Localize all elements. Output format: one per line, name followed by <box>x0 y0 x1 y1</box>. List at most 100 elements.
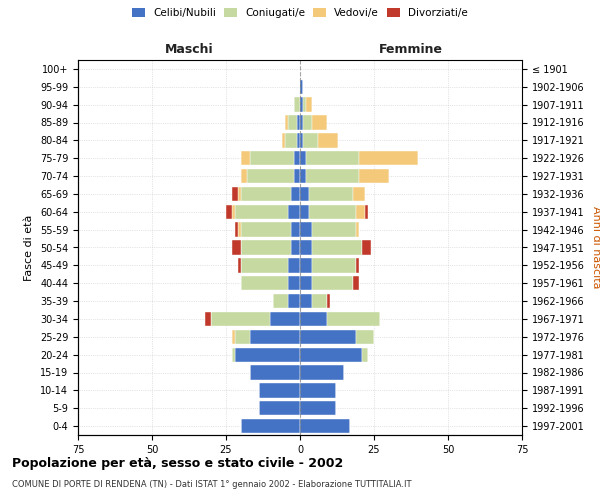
Bar <box>306 98 312 112</box>
Bar <box>300 383 335 398</box>
Bar <box>238 258 241 272</box>
Bar <box>241 222 291 237</box>
Bar <box>291 222 300 237</box>
Bar <box>312 116 326 130</box>
Bar <box>300 151 306 166</box>
Bar <box>288 116 297 130</box>
Bar <box>356 204 365 219</box>
Bar <box>232 204 235 219</box>
Bar <box>300 133 303 148</box>
Bar <box>288 204 300 219</box>
Bar <box>362 348 368 362</box>
Bar <box>306 169 359 183</box>
Bar <box>300 330 356 344</box>
Bar <box>274 294 288 308</box>
Bar <box>238 187 241 201</box>
Bar <box>250 366 300 380</box>
Bar <box>297 116 300 130</box>
Text: COMUNE DI PORTE DI RENDENA (TN) - Dati ISTAT 1° gennaio 2002 - Elaborazione TUTT: COMUNE DI PORTE DI RENDENA (TN) - Dati I… <box>12 480 412 489</box>
Bar <box>312 258 356 272</box>
Bar <box>300 401 335 415</box>
Bar <box>259 401 300 415</box>
Bar <box>259 383 300 398</box>
Bar <box>247 169 294 183</box>
Bar <box>285 116 288 130</box>
Bar <box>241 240 291 254</box>
Legend: Celibi/Nubili, Coniugati/e, Vedovi/e, Divorziati/e: Celibi/Nubili, Coniugati/e, Vedovi/e, Di… <box>129 5 471 21</box>
Y-axis label: Fasce di età: Fasce di età <box>25 214 34 280</box>
Bar <box>297 133 300 148</box>
Bar <box>300 98 303 112</box>
Text: Popolazione per età, sesso e stato civile - 2002: Popolazione per età, sesso e stato civil… <box>12 458 343 470</box>
Bar <box>318 133 338 148</box>
Bar <box>300 80 303 94</box>
Bar <box>300 312 326 326</box>
Bar <box>291 187 300 201</box>
Bar <box>282 133 285 148</box>
Bar <box>205 312 211 326</box>
Bar <box>232 330 235 344</box>
Bar <box>306 151 359 166</box>
Bar <box>238 222 241 237</box>
Bar <box>356 222 359 237</box>
Bar <box>235 348 300 362</box>
Bar <box>300 419 350 433</box>
Bar <box>362 240 371 254</box>
Bar <box>353 187 365 201</box>
Bar <box>326 294 329 308</box>
Bar <box>300 169 306 183</box>
Bar <box>232 187 238 201</box>
Bar <box>300 187 309 201</box>
Bar <box>250 330 300 344</box>
Bar <box>300 276 312 290</box>
Bar <box>241 151 250 166</box>
Bar <box>300 366 344 380</box>
Bar <box>211 312 271 326</box>
Bar <box>359 169 389 183</box>
Bar <box>312 276 353 290</box>
Bar <box>312 240 362 254</box>
Bar <box>232 348 235 362</box>
Bar <box>300 204 309 219</box>
Bar <box>288 276 300 290</box>
Bar <box>235 330 250 344</box>
Bar <box>241 258 288 272</box>
Bar <box>365 204 368 219</box>
Bar <box>226 204 232 219</box>
Bar <box>235 204 288 219</box>
Bar <box>241 169 247 183</box>
Bar <box>271 312 300 326</box>
Bar <box>300 240 312 254</box>
Bar <box>309 187 353 201</box>
Bar <box>326 312 380 326</box>
Bar <box>312 222 356 237</box>
Bar <box>241 276 288 290</box>
Bar <box>303 98 306 112</box>
Bar <box>303 133 318 148</box>
Bar <box>300 222 312 237</box>
Bar <box>288 258 300 272</box>
Bar <box>250 151 294 166</box>
Bar <box>356 330 374 344</box>
Y-axis label: Anni di nascita: Anni di nascita <box>591 206 600 289</box>
Bar <box>300 294 312 308</box>
Bar <box>294 169 300 183</box>
Bar <box>294 98 300 112</box>
Bar <box>241 187 291 201</box>
Bar <box>285 133 297 148</box>
Bar <box>300 348 362 362</box>
Bar <box>359 151 418 166</box>
Text: Maschi: Maschi <box>164 44 214 57</box>
Bar <box>312 294 326 308</box>
Bar <box>294 151 300 166</box>
Bar <box>288 294 300 308</box>
Bar <box>303 116 312 130</box>
Text: Femmine: Femmine <box>379 44 443 57</box>
Bar <box>241 419 300 433</box>
Bar <box>235 222 238 237</box>
Bar <box>291 240 300 254</box>
Bar <box>356 258 359 272</box>
Bar <box>232 240 241 254</box>
Bar <box>300 116 303 130</box>
Bar <box>300 258 312 272</box>
